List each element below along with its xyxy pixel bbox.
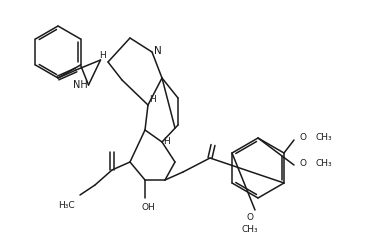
Text: O: O — [299, 133, 306, 143]
Text: CH₃: CH₃ — [316, 158, 332, 167]
Text: O: O — [246, 214, 254, 222]
Text: CH₃: CH₃ — [316, 133, 332, 143]
Text: H: H — [149, 95, 156, 104]
Text: CH₃: CH₃ — [242, 225, 258, 235]
Text: NH: NH — [73, 80, 88, 90]
Text: OH: OH — [141, 204, 155, 213]
Text: O: O — [299, 158, 306, 167]
Text: H₃C: H₃C — [58, 200, 75, 210]
Text: H: H — [163, 137, 170, 147]
Text: H: H — [100, 52, 106, 61]
Text: N: N — [154, 46, 162, 56]
